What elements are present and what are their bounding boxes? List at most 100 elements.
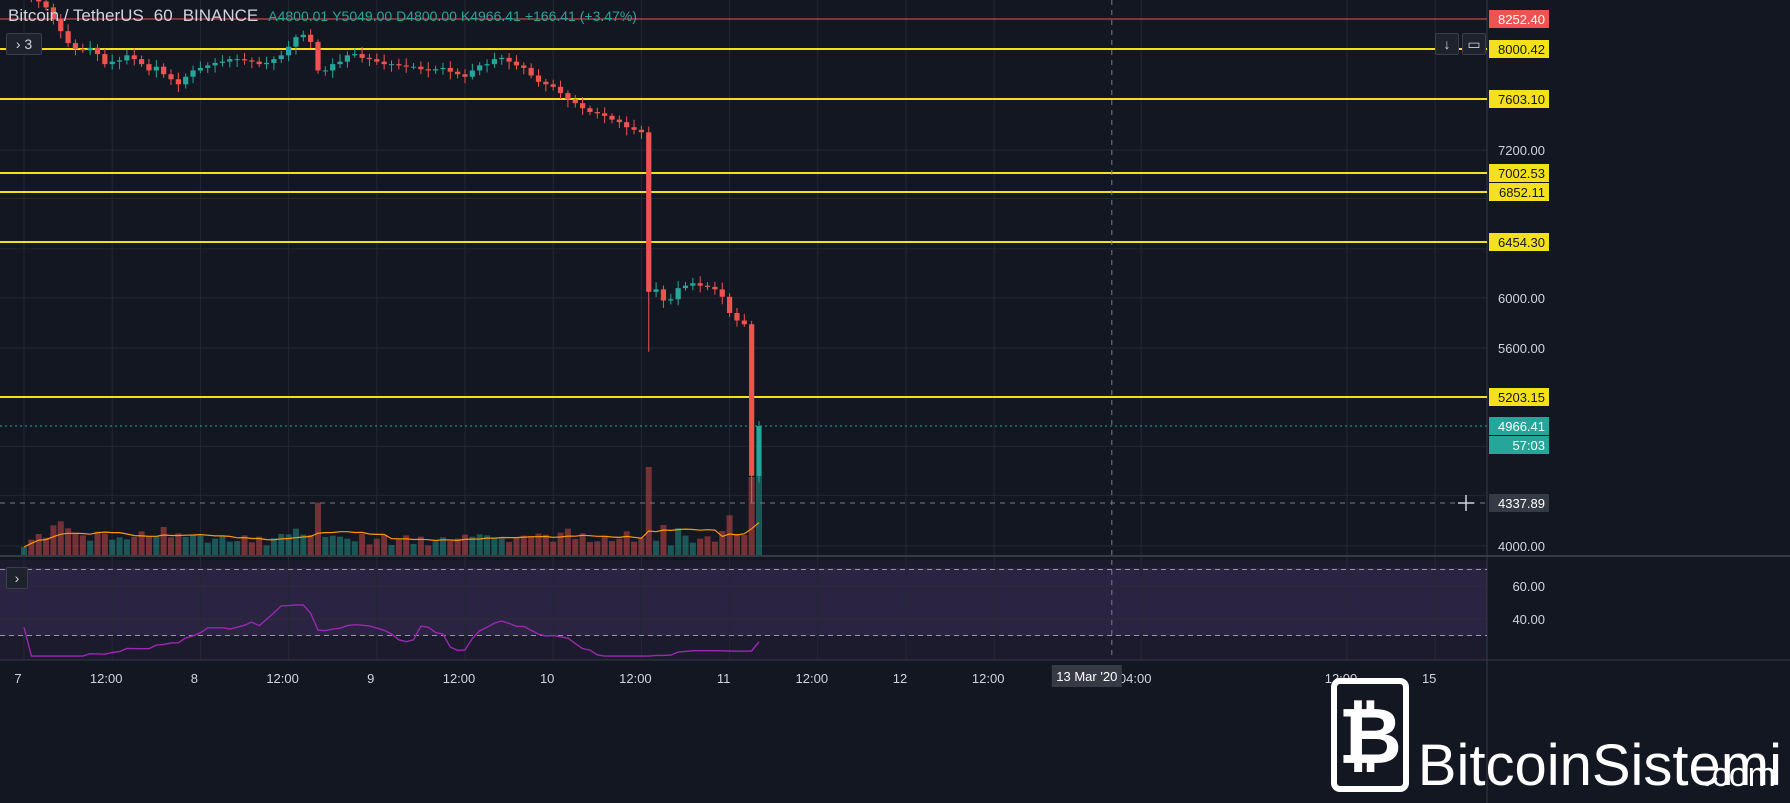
candle-body-63 (484, 64, 490, 66)
candle-1 (30, 0, 32, 3)
candle-41 (322, 66, 328, 76)
candle-59 (455, 68, 461, 79)
volume-bar-73 (557, 532, 564, 555)
exchange-label: BINANCE (182, 6, 259, 25)
candle-69 (528, 63, 534, 79)
candle-90 (682, 281, 689, 291)
low-value: D4800.00 (396, 8, 457, 24)
candle-96 (727, 293, 733, 317)
candle-body-30 (241, 59, 248, 61)
price-tag-3-text: 4337.89 (1498, 496, 1545, 511)
level-tag-2-text: 7002.53 (1498, 166, 1545, 181)
volume-bar-31 (248, 542, 255, 555)
level-tag-1-bg (1489, 90, 1549, 108)
candle-50 (388, 60, 395, 72)
candle-body-28 (227, 59, 233, 62)
candle-81 (616, 115, 622, 129)
volume-bar-84 (638, 537, 645, 555)
price-tag-2-bg (1489, 436, 1549, 454)
candle-13 (116, 56, 123, 70)
candle-83 (631, 119, 637, 135)
volume-bar-75 (572, 539, 579, 555)
level-tag-2: 7002.53 (1489, 164, 1549, 182)
candle-74 (565, 90, 571, 108)
candle-17 (146, 58, 152, 76)
candle-body-94 (712, 286, 718, 290)
candle-55 (425, 62, 431, 78)
candle-body-24 (197, 67, 203, 71)
candle-33 (263, 56, 270, 70)
candle-body-36 (286, 46, 292, 56)
candle-body-21 (175, 79, 181, 85)
candle-61 (469, 63, 475, 80)
volume-bar-3 (43, 537, 50, 555)
candle-16 (139, 55, 145, 67)
level-tag-5-text: 5203.15 (1498, 390, 1545, 405)
level-tag-5: 5203.15 (1489, 388, 1549, 406)
volume-bar-30 (241, 535, 248, 555)
crosshair-time-label: 13 Mar '20 (1056, 669, 1117, 684)
candle-body-16 (139, 59, 145, 65)
candle-body-54 (418, 66, 424, 70)
candle-body-20 (168, 74, 174, 80)
rsi-pane-toggle-button[interactable]: › (6, 567, 28, 589)
candle-body-19 (161, 66, 167, 75)
volume-bar-40 (315, 502, 321, 555)
candle-body-57 (440, 67, 446, 70)
candle-84 (638, 125, 644, 139)
candle-body-12 (109, 61, 115, 65)
candle-36 (286, 40, 292, 62)
volume-bar-70 (535, 533, 542, 555)
indicators-collapse-button[interactable]: › 3 (6, 33, 42, 55)
volume-bar-82 (623, 531, 630, 555)
volume-bar-72 (550, 541, 557, 555)
volume-bar-66 (506, 542, 513, 555)
candle-body-10 (94, 47, 101, 55)
volume-bar-97 (733, 534, 740, 555)
volume-bar-14 (123, 539, 130, 555)
candle-body-35 (278, 55, 284, 60)
candle-body-2 (36, 0, 42, 2)
price-tag-3: 4337.89 (1489, 494, 1549, 512)
rsi-toggle-label: › (14, 570, 20, 586)
scroll-down-button[interactable]: ↓ (1435, 33, 1459, 55)
candle-body-69 (528, 67, 534, 76)
candle-body-92 (697, 283, 703, 286)
level-tag-4: 6454.30 (1489, 233, 1549, 251)
candle-80 (609, 113, 615, 124)
maximize-button[interactable]: ▭ (1462, 33, 1486, 55)
candle-39 (308, 29, 314, 49)
candle-53 (410, 63, 417, 70)
candle-26 (212, 58, 218, 73)
candle-45 (352, 48, 358, 58)
candle-body-34 (271, 59, 277, 63)
candle-body-90 (682, 285, 689, 289)
volume-bar-78 (594, 541, 601, 555)
candle-body-23 (190, 70, 196, 77)
candle-body-71 (543, 81, 549, 85)
candle-body-87 (660, 289, 667, 301)
volume-bar-83 (631, 541, 638, 555)
candle-body-26 (212, 62, 218, 66)
candle-body-95 (719, 289, 725, 297)
level-tag-0: 8000.42 (1489, 40, 1549, 58)
candle-body-74 (565, 93, 571, 100)
candle-76 (580, 97, 586, 115)
candle-body-82 (624, 122, 630, 128)
candle-25 (205, 62, 211, 73)
volume-bar-1 (28, 539, 35, 555)
volume-bar-62 (476, 534, 483, 555)
candle-body-52 (403, 65, 409, 67)
candle-body-99 (749, 324, 755, 476)
price-tag-3-bg (1489, 494, 1549, 512)
change-value: +166.41 (+3.47%) (524, 8, 637, 24)
candle-98 (741, 313, 747, 327)
candle-body-81 (616, 119, 622, 123)
candle-body-47 (366, 57, 373, 60)
candle-body-70 (535, 75, 542, 82)
time-tick-1: 12:00 (90, 671, 123, 686)
volume-bar-36 (285, 534, 292, 555)
volume-bar-6 (65, 528, 72, 555)
candle-body-62 (477, 65, 483, 71)
